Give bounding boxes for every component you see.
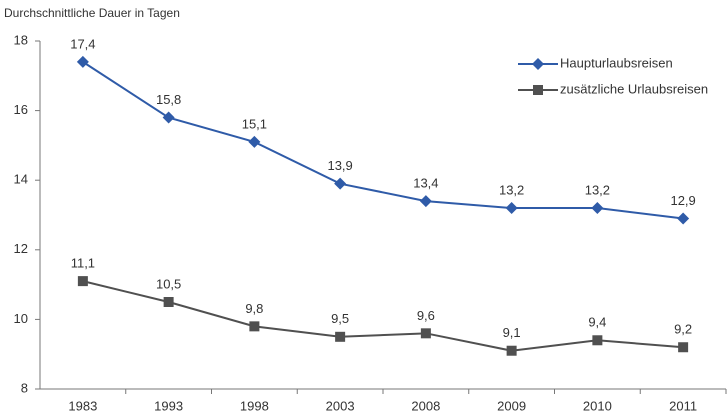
legend-label: Haupturlaubsreisen	[560, 55, 673, 70]
marker	[419, 195, 432, 208]
marker	[248, 135, 261, 148]
data-label: 11,1	[71, 256, 95, 271]
data-label: 10,5	[156, 276, 181, 291]
data-label: 13,2	[585, 182, 610, 197]
data-label: 13,4	[413, 176, 438, 191]
data-label: 17,4	[70, 36, 95, 51]
data-label: 13,9	[327, 158, 352, 173]
data-label: 9,5	[331, 311, 349, 326]
x-tick-label: 1998	[240, 398, 269, 413]
marker	[76, 55, 89, 68]
y-tick-label: 18	[14, 32, 28, 47]
data-label: 13,2	[499, 182, 524, 197]
data-label: 9,4	[588, 315, 606, 330]
data-label: 9,6	[417, 308, 435, 323]
marker	[249, 321, 260, 332]
marker	[420, 328, 431, 339]
data-label: 15,1	[242, 116, 267, 131]
series-line	[82, 280, 684, 352]
x-tick-label: 1983	[68, 398, 97, 413]
y-tick-label: 16	[14, 102, 28, 117]
x-tick-label: 2003	[326, 398, 355, 413]
x-tick-label: 2011	[669, 398, 697, 413]
marker	[532, 58, 544, 70]
marker	[506, 345, 517, 356]
data-label: 9,2	[674, 322, 692, 337]
x-tick-label: 1993	[154, 398, 183, 413]
marker	[677, 212, 690, 225]
x-tick-label: 2010	[583, 398, 612, 413]
marker	[592, 335, 603, 346]
marker	[591, 202, 604, 215]
marker	[678, 342, 689, 353]
data-label: 9,1	[503, 325, 521, 340]
data-label: 12,9	[670, 193, 695, 208]
marker	[533, 85, 543, 95]
marker	[505, 202, 518, 215]
marker	[334, 177, 347, 190]
y-tick-label: 12	[14, 241, 28, 256]
marker	[162, 111, 175, 124]
chart-title: Durchschnittliche Dauer in Tagen	[4, 6, 180, 20]
marker	[335, 331, 346, 342]
marker	[163, 297, 174, 307]
series-line	[82, 61, 684, 220]
y-tick-label: 8	[21, 380, 28, 395]
y-tick-label: 14	[14, 172, 28, 187]
x-tick-label: 2009	[497, 398, 526, 413]
legend-label: zusätzliche Urlaubsreisen	[560, 81, 708, 96]
y-tick-label: 10	[14, 311, 28, 326]
data-label: 9,8	[245, 301, 263, 316]
marker	[77, 276, 88, 287]
data-label: 15,8	[156, 92, 181, 107]
x-tick-label: 2008	[411, 398, 440, 413]
